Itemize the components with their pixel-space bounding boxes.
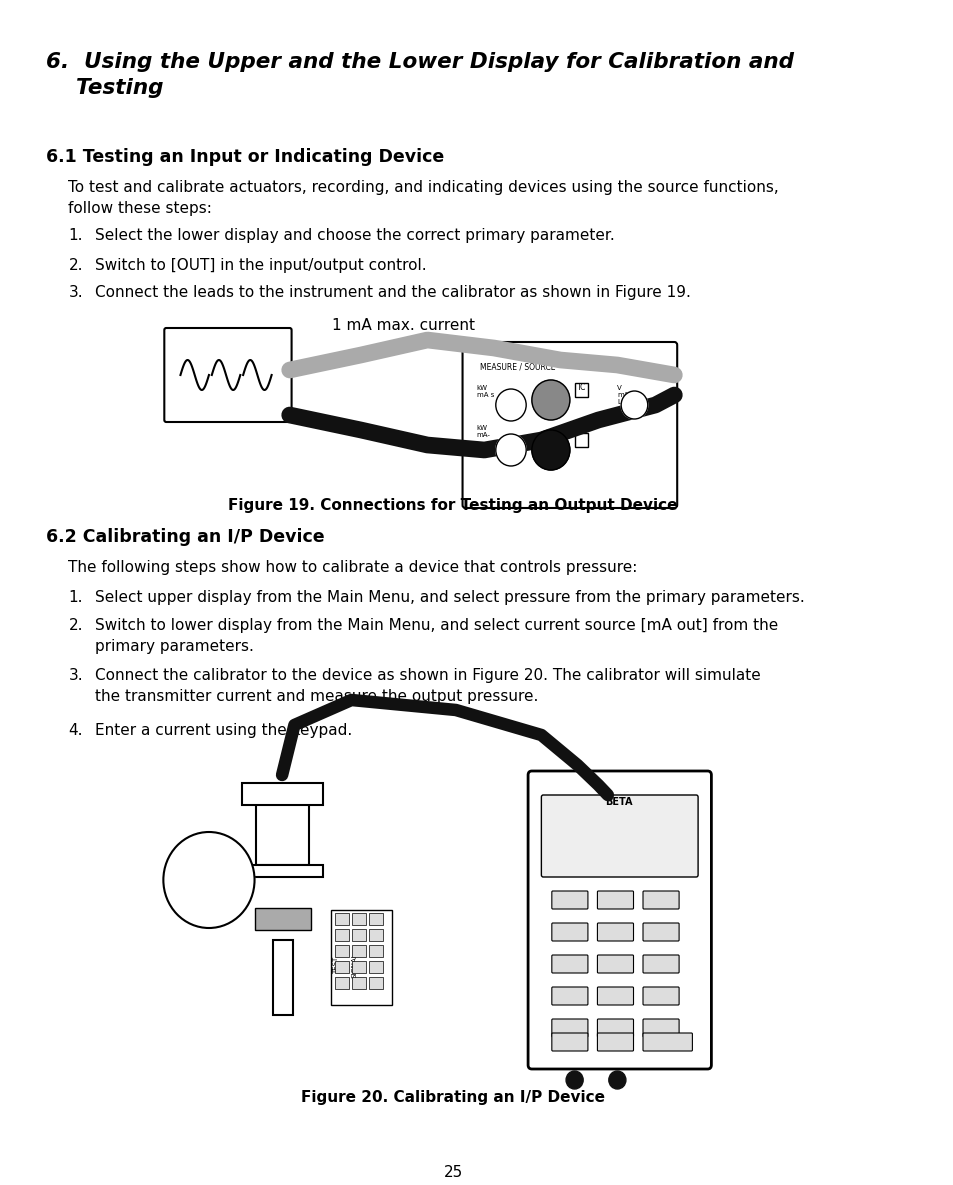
FancyBboxPatch shape <box>551 891 587 909</box>
Text: Figure 19. Connections for Testing an Output Device: Figure 19. Connections for Testing an Ou… <box>228 498 677 513</box>
Circle shape <box>532 430 569 470</box>
Text: The following steps show how to calibrate a device that controls pressure:: The following steps show how to calibrat… <box>69 561 638 575</box>
FancyBboxPatch shape <box>256 790 309 865</box>
FancyBboxPatch shape <box>642 1033 692 1051</box>
Text: Figure 20. Calibrating an I/P Device: Figure 20. Calibrating an I/P Device <box>301 1090 604 1104</box>
Text: Connect the leads to the instrument and the calibrator as shown in Figure 19.: Connect the leads to the instrument and … <box>95 286 690 300</box>
FancyBboxPatch shape <box>597 1033 633 1051</box>
Text: 6.1 Testing an Input or Indicating Device: 6.1 Testing an Input or Indicating Devic… <box>46 148 443 166</box>
FancyBboxPatch shape <box>642 923 679 941</box>
Text: 6.  Using the Upper and the Lower Display for Calibration and
    Testing: 6. Using the Upper and the Lower Display… <box>46 52 793 98</box>
FancyBboxPatch shape <box>369 912 382 925</box>
Text: 25: 25 <box>443 1165 462 1180</box>
Circle shape <box>496 434 526 466</box>
FancyBboxPatch shape <box>597 891 633 909</box>
FancyBboxPatch shape <box>369 961 382 973</box>
FancyBboxPatch shape <box>551 955 587 973</box>
FancyBboxPatch shape <box>335 944 348 957</box>
Text: Select the lower display and choose the correct primary parameter.: Select the lower display and choose the … <box>95 228 614 243</box>
Circle shape <box>565 1071 582 1089</box>
Text: kW
mA s: kW mA s <box>476 385 494 398</box>
Text: Switch to lower display from the Main Menu, and select current source [mA out] f: Switch to lower display from the Main Me… <box>95 619 778 654</box>
FancyBboxPatch shape <box>642 1019 679 1037</box>
FancyBboxPatch shape <box>352 961 365 973</box>
FancyBboxPatch shape <box>574 383 587 397</box>
FancyBboxPatch shape <box>335 961 348 973</box>
Text: BETA: BETA <box>605 798 633 807</box>
Circle shape <box>620 391 647 419</box>
Text: 3.: 3. <box>69 286 83 300</box>
Text: Enter a current using the keypad.: Enter a current using the keypad. <box>95 723 352 738</box>
FancyBboxPatch shape <box>551 1019 587 1037</box>
Text: 2.: 2. <box>69 619 83 633</box>
FancyBboxPatch shape <box>642 891 679 909</box>
FancyBboxPatch shape <box>574 433 587 447</box>
FancyBboxPatch shape <box>642 987 679 1005</box>
FancyBboxPatch shape <box>273 940 293 1016</box>
Text: TC: TC <box>576 383 585 392</box>
FancyBboxPatch shape <box>369 944 382 957</box>
FancyBboxPatch shape <box>164 328 292 422</box>
FancyBboxPatch shape <box>597 955 633 973</box>
Text: 4.: 4. <box>69 723 83 738</box>
Text: 6.2 Calibrating an I/P Device: 6.2 Calibrating an I/P Device <box>46 529 324 546</box>
FancyBboxPatch shape <box>462 342 677 508</box>
FancyBboxPatch shape <box>597 987 633 1005</box>
Text: 1.: 1. <box>69 228 83 243</box>
Circle shape <box>532 380 569 419</box>
Text: MEASURE / SOURCE: MEASURE / SOURCE <box>479 363 555 372</box>
FancyBboxPatch shape <box>528 771 711 1069</box>
FancyBboxPatch shape <box>242 865 322 877</box>
Text: To test and calibrate actuators, recording, and indicating devices using the sou: To test and calibrate actuators, recordi… <box>69 180 779 216</box>
Text: Switch to [OUT] in the input/output control.: Switch to [OUT] in the input/output cont… <box>95 258 426 273</box>
FancyBboxPatch shape <box>352 976 365 989</box>
Text: TEST: TEST <box>333 956 339 974</box>
FancyBboxPatch shape <box>540 795 698 877</box>
FancyBboxPatch shape <box>242 783 322 805</box>
FancyBboxPatch shape <box>551 987 587 1005</box>
FancyBboxPatch shape <box>254 908 311 930</box>
Text: 1.: 1. <box>69 590 83 606</box>
FancyBboxPatch shape <box>335 976 348 989</box>
Circle shape <box>163 832 254 928</box>
Text: SIGNAL: SIGNAL <box>351 953 357 978</box>
Text: 3.: 3. <box>69 668 83 683</box>
Text: 2.: 2. <box>69 258 83 273</box>
FancyBboxPatch shape <box>335 912 348 925</box>
Circle shape <box>496 389 526 421</box>
FancyBboxPatch shape <box>352 929 365 941</box>
Text: 1 mA max. current: 1 mA max. current <box>332 318 475 333</box>
FancyBboxPatch shape <box>352 944 365 957</box>
FancyBboxPatch shape <box>642 955 679 973</box>
Text: MEASURE: MEASURE <box>602 363 639 372</box>
Text: Connect the calibrator to the device as shown in Figure 20. The calibrator will : Connect the calibrator to the device as … <box>95 668 760 704</box>
Text: kW
mA-: kW mA- <box>476 425 490 438</box>
Text: Select upper display from the Main Menu, and select pressure from the primary pa: Select upper display from the Main Menu,… <box>95 590 804 606</box>
FancyBboxPatch shape <box>369 976 382 989</box>
FancyBboxPatch shape <box>551 923 587 941</box>
FancyBboxPatch shape <box>369 929 382 941</box>
FancyBboxPatch shape <box>551 1033 587 1051</box>
Text: V
mA
Loop: V mA Loop <box>617 385 634 405</box>
FancyBboxPatch shape <box>352 912 365 925</box>
FancyBboxPatch shape <box>597 1019 633 1037</box>
FancyBboxPatch shape <box>330 910 392 1005</box>
Circle shape <box>608 1071 625 1089</box>
FancyBboxPatch shape <box>335 929 348 941</box>
FancyBboxPatch shape <box>597 923 633 941</box>
